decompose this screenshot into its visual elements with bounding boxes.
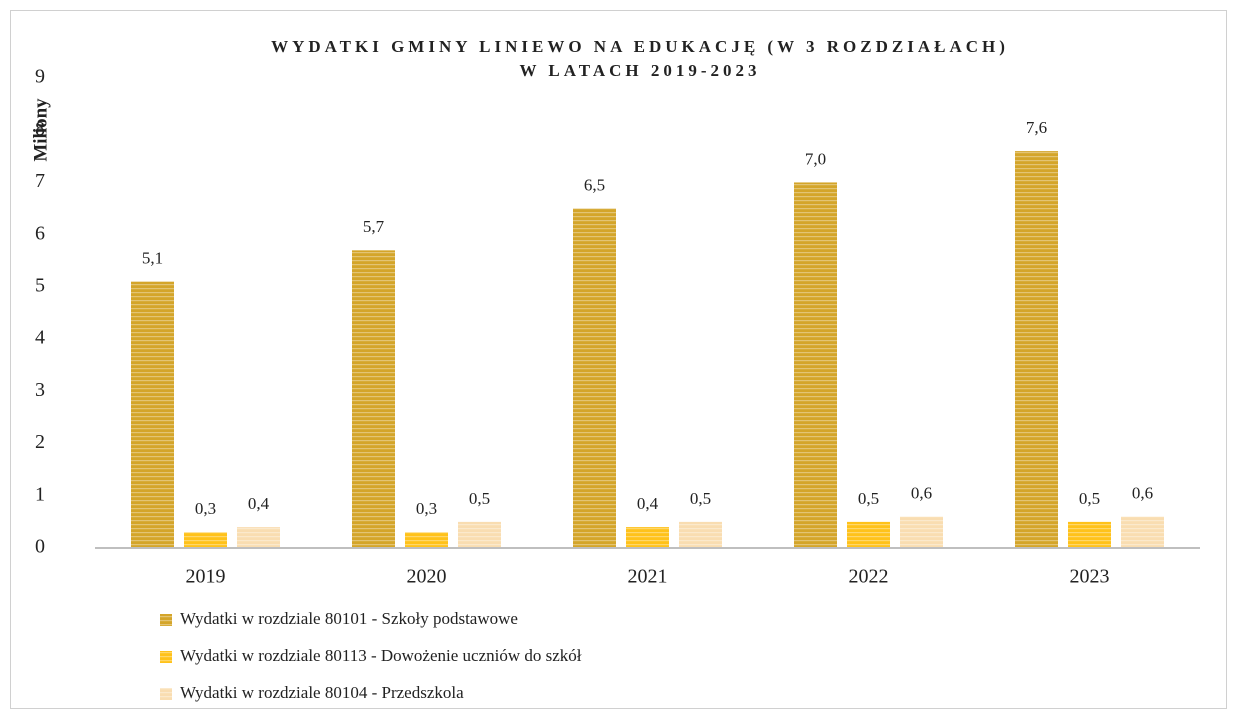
bar bbox=[405, 532, 448, 548]
x-tick-label: 2019 bbox=[186, 566, 226, 588]
bar bbox=[352, 250, 395, 549]
data-label: 0,5 bbox=[469, 489, 490, 508]
legend-swatch bbox=[160, 651, 172, 663]
data-label: 0,6 bbox=[911, 484, 932, 503]
bar bbox=[794, 182, 837, 548]
data-label: 6,5 bbox=[584, 175, 605, 194]
legend-label: Wydatki w rozdziale 80104 - Przedszkola bbox=[180, 683, 464, 702]
bar bbox=[184, 532, 227, 548]
y-tick-label: 1 bbox=[35, 483, 45, 505]
y-axis-label: Miliony bbox=[30, 98, 51, 162]
bar bbox=[237, 527, 280, 548]
bar bbox=[679, 521, 722, 548]
bar bbox=[131, 281, 174, 548]
data-label: 0,5 bbox=[1079, 489, 1100, 508]
legend-swatch bbox=[160, 688, 172, 700]
y-tick-label: 8 bbox=[35, 118, 45, 140]
x-tick-label: 2022 bbox=[849, 566, 889, 588]
data-label: 5,1 bbox=[142, 249, 163, 268]
y-tick-label: 2 bbox=[35, 431, 45, 453]
bar bbox=[900, 516, 943, 548]
data-label: 0,4 bbox=[248, 494, 270, 513]
data-label: 5,7 bbox=[363, 217, 385, 236]
bar bbox=[1121, 516, 1164, 548]
x-tick-label: 2021 bbox=[628, 566, 668, 588]
legend-swatch bbox=[160, 614, 172, 626]
y-tick-label: 6 bbox=[35, 222, 45, 244]
y-tick-label: 9 bbox=[35, 66, 45, 88]
chart-title: W LATACH 2019-2023 bbox=[519, 61, 760, 80]
data-label: 0,5 bbox=[858, 489, 879, 508]
data-label: 0,6 bbox=[1132, 484, 1153, 503]
data-label: 0,3 bbox=[195, 499, 216, 518]
data-label: 0,4 bbox=[637, 494, 659, 513]
bar bbox=[1015, 151, 1058, 548]
bar bbox=[847, 521, 890, 548]
data-label: 0,5 bbox=[690, 489, 711, 508]
bar bbox=[573, 208, 616, 549]
x-tick-label: 2023 bbox=[1070, 566, 1110, 588]
x-tick-label: 2020 bbox=[407, 566, 447, 588]
data-label: 0,3 bbox=[416, 499, 437, 518]
legend-label: Wydatki w rozdziale 80101 - Szkoły podst… bbox=[180, 609, 518, 628]
bar bbox=[626, 527, 669, 548]
bar bbox=[1068, 521, 1111, 548]
chart-title: WYDATKI GMINY LINIEWO NA EDUKACJĘ (W 3 R… bbox=[271, 37, 1009, 56]
bar bbox=[458, 521, 501, 548]
data-label: 7,0 bbox=[805, 149, 826, 168]
legend-label: Wydatki w rozdziale 80113 - Dowożenie uc… bbox=[180, 646, 582, 665]
y-tick-label: 7 bbox=[35, 170, 45, 192]
y-tick-label: 4 bbox=[35, 327, 45, 349]
y-tick-label: 0 bbox=[35, 536, 45, 558]
data-label: 7,6 bbox=[1026, 118, 1047, 137]
y-tick-label: 5 bbox=[35, 274, 45, 296]
y-tick-label: 3 bbox=[35, 379, 45, 401]
